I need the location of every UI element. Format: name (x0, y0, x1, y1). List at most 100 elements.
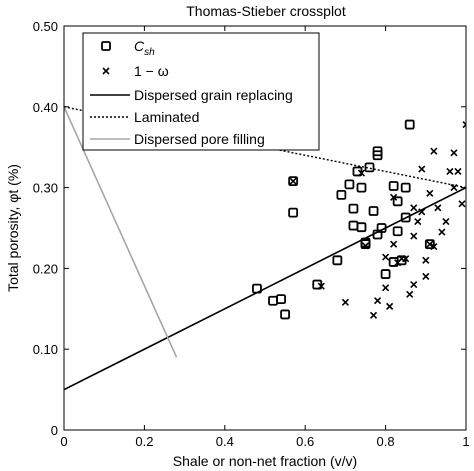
legend-item: 1 − ω (102, 63, 169, 79)
omega-point-stroke (410, 232, 418, 240)
legend-label: Dispersed grain replacing (134, 87, 293, 103)
y-tick-label: 0.10 (33, 342, 58, 357)
omega-point-stroke (442, 217, 450, 226)
omega-point (430, 243, 438, 251)
legend-item: Dispersed pore filling (90, 131, 265, 147)
legend-label: Laminated (134, 109, 199, 125)
csh-point (388, 181, 399, 191)
axis-layer: 0 0.2 0.4 0.6 0.8 1 0 0.10 0.20 0.30 0.40 0.50 Shale… (5, 19, 470, 469)
x-tick-label: 0.4 (216, 434, 234, 449)
omega-point-stroke (418, 165, 426, 173)
omega-point (369, 311, 378, 319)
y-tick-label: 0.20 (33, 261, 58, 276)
x-tick-label: 0.6 (296, 434, 314, 449)
omega-point (422, 256, 430, 264)
omega-point (426, 240, 434, 248)
omega-point (422, 272, 430, 281)
omega-point (426, 189, 434, 197)
csh-point (288, 207, 299, 218)
omega-point-stroke (414, 217, 422, 226)
omega-point (373, 297, 382, 305)
omega-point-stroke (382, 253, 390, 261)
csh-point (372, 150, 383, 161)
omega-point (361, 242, 370, 250)
csh-point (336, 189, 347, 200)
omega-point (390, 193, 398, 201)
csh-point (352, 166, 363, 177)
omega-point (442, 217, 450, 226)
omega-point-stroke (434, 204, 442, 212)
csh-point (400, 182, 411, 193)
omega-point-stroke (430, 243, 438, 251)
csh-point (332, 255, 343, 266)
omega-point (410, 232, 418, 240)
csh-point (376, 223, 387, 233)
legend-label: Dispersed pore filling (134, 131, 265, 147)
omega-point (450, 184, 458, 192)
omega-point (446, 167, 454, 176)
omega-point-stroke (458, 200, 466, 208)
omega-point (382, 284, 390, 292)
omega-point-stroke (382, 284, 390, 292)
x-tick-label: 1 (462, 434, 469, 449)
omega-point-stroke (422, 272, 430, 281)
csh-point (344, 179, 355, 190)
omega-point-stroke (454, 167, 462, 176)
csh-point (288, 176, 299, 187)
omega-point-stroke (426, 189, 434, 197)
omega-point-stroke (438, 228, 446, 236)
omega-point (410, 204, 418, 212)
omega-point (402, 255, 410, 263)
omega-point-stroke (450, 149, 458, 157)
csh-point (380, 269, 391, 279)
csh-point (252, 283, 262, 294)
omega-point (458, 200, 466, 208)
omega-point-stroke (390, 193, 398, 201)
omega-point-stroke (369, 311, 378, 319)
omega-point-stroke (422, 256, 430, 264)
csh-point (276, 294, 286, 305)
omega-point (386, 302, 394, 310)
omega-point (430, 147, 438, 155)
y-tick-label: 0.50 (33, 19, 58, 34)
csh-point (392, 196, 403, 207)
omega-point-stroke (317, 282, 325, 290)
legend-x-marker (102, 67, 110, 75)
omega-point (382, 253, 390, 261)
csh-point (392, 226, 403, 237)
csh-point (348, 203, 359, 214)
omega-point (418, 208, 426, 216)
omega-point-stroke (402, 255, 410, 263)
csh-point (368, 206, 379, 216)
omega-point-stroke (462, 123, 466, 129)
x-tick-label: 0.8 (377, 434, 395, 449)
y-tick-label: 0.40 (33, 100, 58, 115)
legend-item: Laminated (90, 109, 199, 125)
omega-point-stroke (390, 240, 398, 248)
omega-point (454, 167, 462, 176)
omega-point-stroke (386, 302, 394, 310)
csh-point (424, 239, 435, 250)
csh-point (396, 255, 407, 266)
omega-point-stroke (406, 290, 414, 298)
csh-point (404, 119, 415, 130)
omega-point-stroke (289, 177, 297, 185)
x-tick-label: 0 (60, 434, 67, 449)
csh-point (356, 182, 367, 193)
plot-frame (63, 25, 467, 431)
omega-point-stroke (462, 121, 466, 126)
omega-point-stroke (418, 208, 426, 216)
omega-point-stroke (430, 147, 438, 155)
omega-point (418, 165, 426, 173)
chart-title: Thomas-Stieber crossplot (186, 3, 346, 19)
omega-point-stroke (410, 280, 418, 289)
csh-point (348, 220, 359, 231)
legend-item: Dispersed grain replacing (90, 87, 293, 103)
omega-point-stroke (426, 240, 434, 248)
csh-point (312, 279, 323, 290)
omega-point (462, 121, 466, 129)
omega-point (450, 149, 458, 157)
omega-point-stroke (446, 167, 454, 176)
